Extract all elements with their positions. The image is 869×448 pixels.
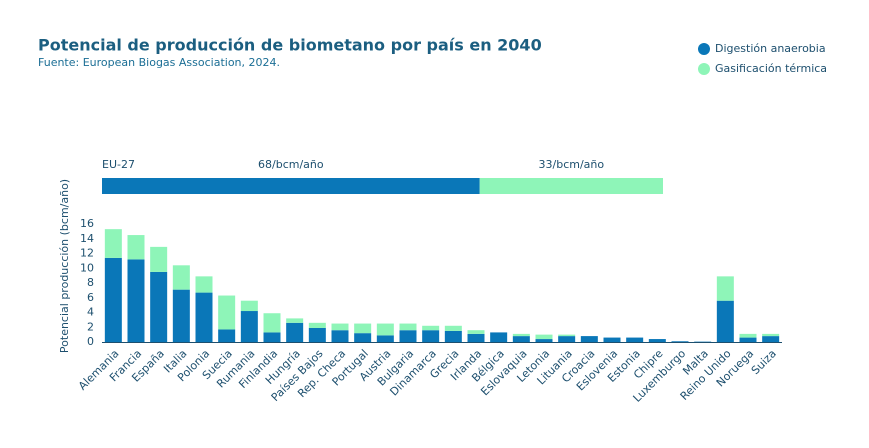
- y-tick-label: 14: [80, 232, 94, 245]
- bar-segment: [331, 330, 349, 342]
- bar-segment: [172, 265, 190, 290]
- bar-segment: [444, 325, 462, 331]
- bar-segment: [102, 178, 480, 194]
- bar-segment: [479, 178, 663, 194]
- bar-segment: [399, 330, 417, 342]
- bar-segment: [172, 289, 190, 342]
- bar-segment: [376, 323, 394, 336]
- bar-segment: [150, 271, 168, 342]
- y-tick-label: 10: [80, 261, 94, 274]
- bar-segment: [240, 300, 258, 312]
- bar-segment: [104, 257, 122, 342]
- bar-segment: [535, 339, 553, 342]
- bar-segment: [558, 334, 576, 337]
- bar-segment: [422, 325, 440, 331]
- bar-segment: [331, 323, 349, 331]
- y-tick-label: 12: [80, 247, 94, 260]
- bar-segment: [218, 295, 236, 330]
- bar-segment: [263, 313, 281, 333]
- bar-segment: [762, 333, 780, 337]
- bar-segment: [716, 276, 734, 301]
- bar-segment: [512, 336, 530, 342]
- bar-segment: [490, 332, 508, 342]
- bar-segment: [558, 336, 576, 342]
- value-label: 33/bcm/año: [539, 158, 605, 171]
- bar-segment: [354, 333, 372, 342]
- legend-label: Gasificación térmica: [715, 62, 827, 75]
- bar-segment: [354, 323, 372, 334]
- y-axis-label: Potencial producción (bcm/año): [58, 179, 71, 353]
- bar-segment: [127, 259, 145, 342]
- bar-segment: [444, 330, 462, 342]
- bar-segment: [127, 235, 145, 260]
- bar-segment: [467, 330, 485, 334]
- bar-segment: [240, 311, 258, 342]
- bar-segment: [626, 337, 644, 342]
- y-tick-label: 4: [87, 306, 94, 319]
- bar-segment: [195, 292, 213, 342]
- bar-segment: [218, 329, 236, 342]
- bar-segment: [376, 335, 394, 342]
- bar-segment: [308, 327, 326, 342]
- legend-marker: [698, 43, 710, 55]
- bar-segment: [286, 318, 304, 323]
- legend-marker: [698, 63, 710, 75]
- y-tick-label: 6: [87, 291, 94, 304]
- bar-segment: [716, 300, 734, 342]
- bar-segment: [762, 336, 780, 342]
- bar-segment: [150, 246, 168, 272]
- bar-segment: [467, 333, 485, 342]
- bar-segment: [671, 341, 689, 342]
- bar-segment: [535, 334, 553, 340]
- value-label: 68/bcm/año: [258, 158, 324, 171]
- bar-segment: [580, 336, 598, 342]
- y-tick-label: 16: [80, 217, 94, 230]
- bar-segment: [286, 322, 304, 342]
- category-label: EU-27: [102, 158, 135, 171]
- y-tick-label: 0: [87, 335, 94, 348]
- bar-segment: [308, 322, 326, 328]
- bar-segment: [422, 330, 440, 342]
- bar-segment: [648, 339, 666, 342]
- bar-segment: [739, 333, 757, 338]
- chart-title: Potencial de producción de biometano por…: [38, 36, 542, 55]
- bar-segment: [104, 229, 122, 258]
- bar-segment: [512, 333, 530, 337]
- bar-segment: [263, 332, 281, 342]
- bar-segment: [399, 323, 417, 331]
- bar-segment: [739, 337, 757, 342]
- legend-label: Digestión anaerobia: [715, 42, 826, 55]
- x-tick-label: Suiza: [749, 347, 779, 377]
- y-tick-label: 8: [87, 276, 94, 289]
- bar-segment: [195, 276, 213, 293]
- bar-segment: [603, 337, 621, 342]
- y-tick-label: 2: [87, 320, 94, 333]
- chart-subtitle: Fuente: European Biogas Association, 202…: [38, 56, 280, 69]
